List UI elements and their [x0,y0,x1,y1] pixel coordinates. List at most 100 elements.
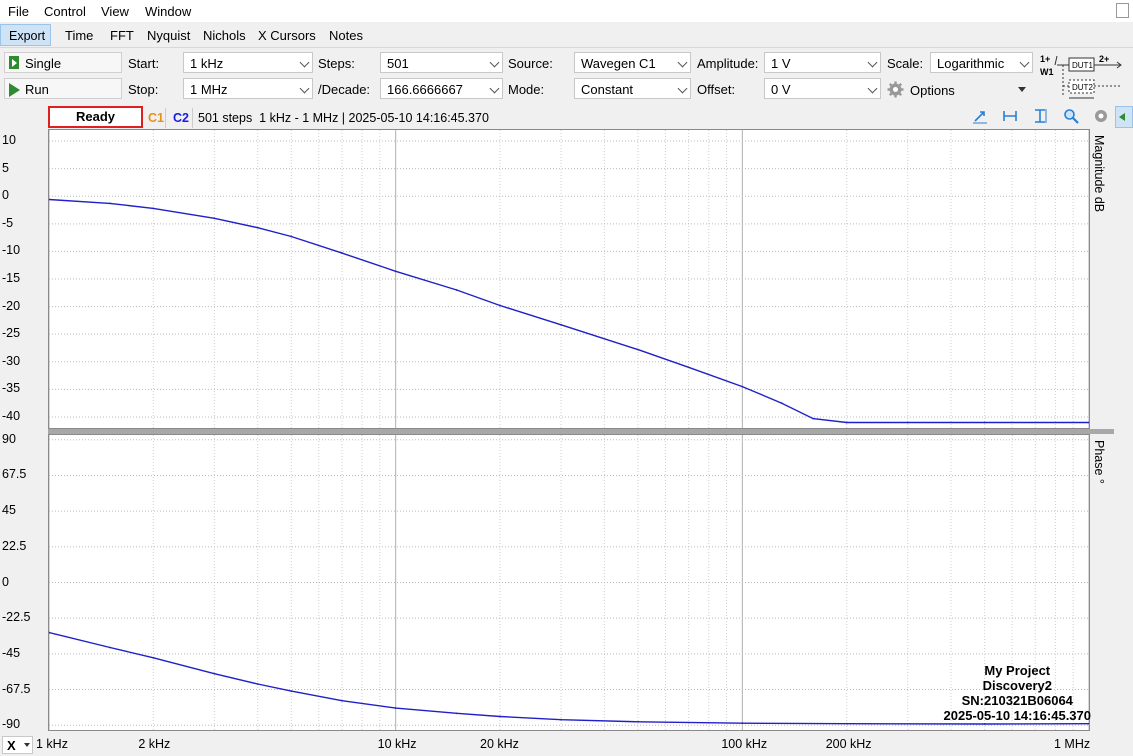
side-panel-toggle-button[interactable] [1115,106,1133,128]
menu-bar: File Control View Window [0,0,1133,22]
diagram-p2-text: 2+ [1099,54,1109,64]
magnitude-y-tick-label: -15 [2,271,21,285]
stop-value: 1 MHz [190,82,228,97]
options-button[interactable]: Options [887,80,1037,100]
magnitude-plot-area[interactable] [48,129,1090,429]
data-point [983,421,986,424]
magnitude-y-tick-label: -5 [2,215,14,230]
tab-export-label: Export [9,29,46,43]
tab-time[interactable]: Time [65,28,94,43]
data-point [256,683,259,685]
phase-plot-area[interactable] [48,434,1090,731]
tab-nyquist[interactable]: Nyquist [147,28,191,43]
menu-view[interactable]: View [101,4,129,19]
diagram-dut2-text: DUT2 [1072,83,1093,92]
options-label: Options [910,83,955,98]
magnitude-y-tick-label: 5 [2,160,9,175]
decade-select[interactable]: 166.6666667 [380,78,503,99]
data-point [983,723,986,725]
source-select[interactable]: Wavegen C1 [574,52,691,73]
data-point [290,690,293,693]
autoscale-icon[interactable] [972,108,988,124]
menu-control[interactable]: Control [44,4,86,19]
status-ready-badge: Ready [48,106,143,128]
mode-label: Mode: [508,82,545,97]
watermark-timestamp: 2025-05-10 14:16:45.370 [943,708,1091,723]
window-restore-button[interactable] [1116,3,1129,18]
vertical-zoom-icon[interactable] [1032,108,1048,124]
chevron-down-icon [867,57,878,68]
chevron-down-icon [1019,57,1030,68]
phase-y-tick-label: 45 [2,503,16,518]
phase-y-tick-label: 90 [2,431,16,446]
menu-window[interactable]: Window [145,4,192,19]
horizontal-zoom-icon[interactable] [1002,108,1018,124]
tab-nichols[interactable]: Nichols [203,28,246,43]
tab-x-cursors[interactable]: X Cursors [258,28,316,43]
single-button[interactable]: Single [4,52,122,73]
phase-y-tick-label: 0 [2,574,9,589]
steps-select[interactable]: 501 [380,52,503,73]
device-watermark: My Project Discovery2 SN:210321B06064 20… [944,663,1091,723]
tab-notes[interactable]: Notes [329,28,363,43]
amplitude-value: 1 V [771,56,791,71]
start-value: 1 kHz [190,56,224,71]
chevron-down-icon [299,57,310,68]
chevron-down-icon [677,83,688,94]
amplitude-select[interactable]: 1 V [764,52,881,73]
c2-trace [49,631,1089,725]
data-point [560,718,562,721]
status-info: 501 steps 1 kHz - 1 MHz | 2025-05-10 14:… [198,111,489,125]
chevron-down-icon [24,743,30,747]
data-point [741,385,744,388]
plot-splitter[interactable] [48,429,1114,434]
data-point [906,421,909,424]
divider [192,108,193,128]
data-point [499,715,501,718]
channel-c1-toggle[interactable]: C1 [148,111,164,125]
start-select[interactable]: 1 kHz [183,52,313,73]
data-point [637,348,639,351]
c2-trace [49,198,1089,424]
mode-select[interactable]: Constant [574,78,691,99]
mode-value: Constant [581,82,634,97]
menu-file[interactable]: File [8,4,29,19]
data-point [741,722,744,725]
tab-export[interactable]: Export [0,24,51,46]
data-point [637,720,639,723]
magnitude-y-tick-label: 10 [2,133,16,148]
data-point [780,402,783,405]
plot-settings-icon[interactable] [1093,108,1109,124]
single-label: Single [25,56,62,71]
magnitude-y-tick-label: -30 [2,353,21,368]
steps-value: 501 [387,56,409,71]
gear-icon [887,81,904,98]
x-tick-label: 2 kHz [138,737,171,751]
data-point [394,707,397,710]
magnitude-y-tick-label: -35 [2,381,21,396]
tab-fft[interactable]: FFT [110,28,134,43]
data-point [455,289,458,291]
tab-bar: Export Time FFT Nyquist Nichols X Cursor… [0,22,1133,48]
x-axis-select[interactable]: X [2,736,33,754]
phase-y-tick-label: 67.5 [2,467,27,482]
stop-select[interactable]: 1 MHz [183,78,313,99]
dut-diagram-icon: 1+ W1 2+ DUT1 DUT2 [1040,54,1122,99]
data-point [49,198,50,201]
offset-select[interactable]: 0 V [764,78,881,99]
data-point [256,226,259,229]
data-point [845,421,848,424]
watermark-device: Discovery2 [982,678,1052,693]
chevron-down-icon [299,83,310,94]
zoom-icon[interactable] [1063,108,1079,124]
chevron-down-icon [489,57,500,68]
diagram-w1-text: W1 [1040,67,1054,77]
x-tick-label: 200 kHz [825,737,872,751]
magnitude-axis-label: Magnitude dB [1092,135,1106,213]
scale-value: Logarithmic [937,56,1005,71]
data-point [499,304,501,307]
channel-c2-toggle[interactable]: C2 [173,111,189,125]
scale-select[interactable]: Logarithmic [930,52,1033,73]
data-point [213,672,216,675]
run-button[interactable]: Run [4,78,122,99]
